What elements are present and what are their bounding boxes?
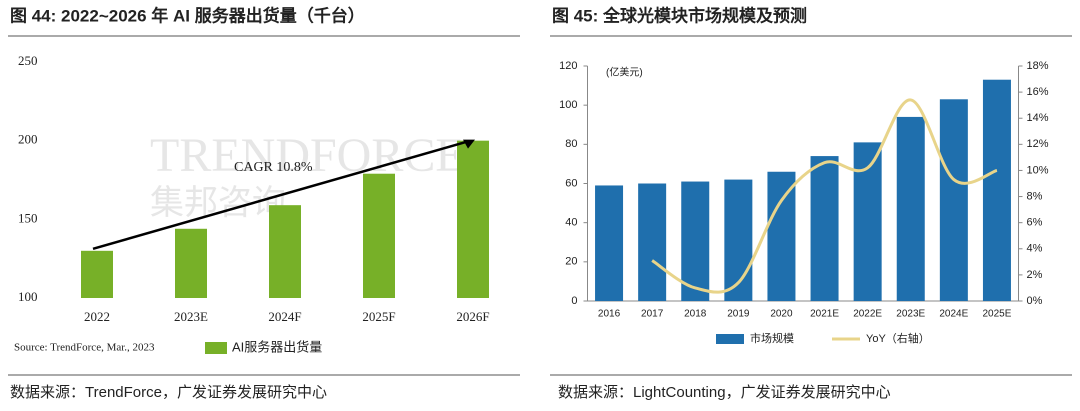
y2-tick-label: 14% <box>1027 112 1049 124</box>
figure-title: 图 44: 2022~2026 年 AI 服务器出货量（千台） <box>10 5 365 25</box>
watermark: 集邦咨询 <box>150 184 286 222</box>
bar <box>982 79 1011 301</box>
y2-tick-label: 6% <box>1027 217 1043 229</box>
legend-label: 市场规模 <box>750 331 794 345</box>
x-tick-label: 2022E <box>853 309 882 320</box>
x-tick-label: 2016 <box>598 309 621 320</box>
x-tick-label: 2018 <box>684 309 707 320</box>
note: Source: TrendForce, Mar., 2023 <box>14 342 155 354</box>
line <box>651 98 998 294</box>
y-tick-label: 250 <box>18 53 38 68</box>
x-tick-label: 2025F <box>362 309 395 324</box>
y2-tick-label: 18% <box>1027 60 1049 72</box>
y-tick-label: 100 <box>559 99 577 111</box>
cagr-arrow <box>92 140 468 251</box>
x-tick-label: 2024F <box>268 309 301 324</box>
y-tick-label: 60 <box>565 177 577 189</box>
x-tick-label: 2020 <box>770 309 793 320</box>
bar <box>457 140 489 298</box>
y-tick-label: 100 <box>18 289 38 304</box>
y-tick-label: 40 <box>565 217 577 229</box>
x-tick-label: 2024E <box>939 309 968 320</box>
bar <box>896 116 925 302</box>
bar <box>175 228 207 298</box>
x-tick-label: 2023E <box>174 309 208 324</box>
y-tick-label: 0 <box>571 295 577 307</box>
y-tick-label: 200 <box>18 132 38 147</box>
y2-tick-label: 2% <box>1027 269 1043 281</box>
bar <box>681 181 710 301</box>
y2-tick-label: 4% <box>1027 243 1043 255</box>
y-tick-label: 150 <box>18 210 38 225</box>
y-tick-label: 120 <box>559 60 577 72</box>
bar <box>767 171 796 301</box>
y-unit: (亿美元) <box>606 66 643 79</box>
y-tick-label: 80 <box>565 138 577 150</box>
y2-tick-label: 16% <box>1027 86 1049 98</box>
bar <box>939 99 968 302</box>
bar <box>81 250 113 298</box>
x-tick-label: 2022 <box>84 309 110 324</box>
source: 数据来源：LightCounting，广发证券发展研究中心 <box>558 384 891 401</box>
bar <box>638 183 667 301</box>
x-tick-label: 2026F <box>456 309 489 324</box>
bar <box>269 205 301 298</box>
source: 数据来源：TrendForce，广发证券发展研究中心 <box>10 384 327 401</box>
y2-tick-label: 8% <box>1027 190 1043 202</box>
watermark: TRENDFORCE <box>150 129 465 182</box>
x-tick-label: 2021E <box>810 309 839 320</box>
bar <box>595 185 624 301</box>
legend-swatch <box>716 334 744 344</box>
annotation: CAGR 10.8% <box>234 160 313 175</box>
legend-swatch <box>205 342 227 354</box>
y2-tick-label: 12% <box>1027 138 1049 150</box>
arrow-head <box>463 139 475 149</box>
y2-tick-label: 10% <box>1027 164 1049 176</box>
x-tick-label: 2023E <box>896 309 925 320</box>
x-tick-label: 2019 <box>727 309 750 320</box>
x-tick-label: 2017 <box>641 309 664 320</box>
figure-title: 图 45: 全球光模块市场规模及预测 <box>552 5 807 25</box>
y2-tick-label: 0% <box>1027 295 1043 307</box>
bar <box>810 156 839 301</box>
x-tick-label: 2025E <box>982 309 1011 320</box>
y-tick-label: 20 <box>565 256 577 268</box>
bar <box>363 173 395 298</box>
legend-label: YoY（右轴） <box>866 331 930 345</box>
legend-label: AI服务器出货量 <box>232 339 322 354</box>
